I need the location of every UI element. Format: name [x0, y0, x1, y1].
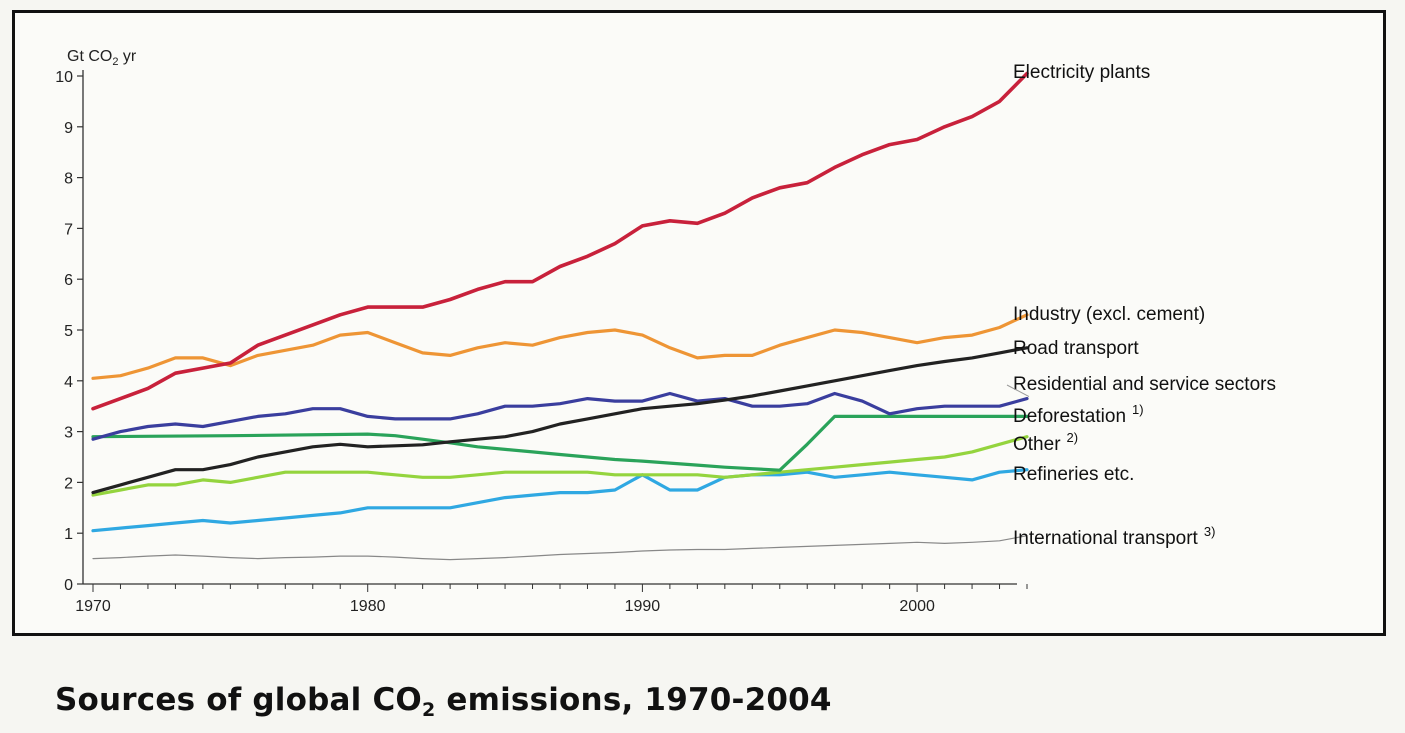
series-label-other: Other 2) — [1013, 430, 1078, 455]
y-tick-label: 8 — [64, 171, 73, 188]
caption-text: Sources of global CO — [55, 682, 422, 718]
series-lines — [91, 71, 1029, 561]
series-labels: Electricity plants Industry (excl. cement… — [1006, 62, 1276, 549]
y-tick-label: 0 — [64, 577, 73, 594]
x-tick-label: 1980 — [350, 598, 386, 615]
series-line-industry-excl-cement — [91, 313, 1029, 380]
slide-caption: Sources of global CO2 emissions, 1970-20… — [55, 682, 832, 721]
axes: 0 1 2 3 4 5 6 7 8 9 10 1970 1980 1990 2000 Gt CO2 yr — [55, 48, 1028, 615]
caption-text-end: emissions, 1970-2004 — [435, 682, 832, 718]
series-label-road-transport: Road transport — [1013, 338, 1139, 359]
series-line-road-transport — [91, 346, 1029, 495]
series-label-electricity-plants: Electricity plants — [1013, 62, 1150, 83]
series-label-industry-excl-cement: Industry (excl. cement) — [1013, 304, 1205, 325]
line-chart: 0 1 2 3 4 5 6 7 8 9 10 1970 1980 1990 2000 Gt CO2 yr El… — [55, 48, 1276, 615]
series-label-international-transport: International transport 3) — [1013, 524, 1215, 549]
series-line-international-transport — [92, 535, 1028, 561]
series-line-electricity-plants — [91, 71, 1029, 411]
x-tick-label: 2000 — [899, 598, 935, 615]
y-tick-label: 10 — [55, 69, 73, 86]
series-label-residential-and-service-sectors: Residential and service sectors — [1013, 374, 1276, 395]
series-line-refineries-etc — [91, 468, 1029, 533]
y-tick-label: 3 — [64, 425, 73, 442]
y-tick-label: 4 — [64, 374, 73, 391]
residential-leader-line — [1006, 384, 1030, 398]
y-tick-label: 2 — [64, 475, 73, 492]
y-tick-label: 7 — [64, 221, 73, 238]
y-tick-label: 5 — [64, 323, 73, 340]
series-label-refineries-etc: Refineries etc. — [1013, 464, 1134, 485]
y-tick-label: 1 — [64, 526, 73, 543]
y-tick-label: 6 — [64, 272, 73, 289]
series-line-deforestation — [91, 414, 1029, 472]
series-line-other — [91, 435, 1029, 497]
caption-subscript: 2 — [421, 699, 436, 721]
y-tick-label: 9 — [64, 120, 73, 137]
series-label-deforestation: Deforestation 1) — [1013, 402, 1144, 427]
chart-frame: 0 1 2 3 4 5 6 7 8 9 10 1970 1980 1990 2000 Gt CO2 yr El… — [12, 10, 1386, 636]
series-line-residential-and-service-sectors — [91, 391, 1029, 441]
y-axis-unit-label: Gt CO2 yr — [67, 48, 137, 68]
x-tick-label: 1970 — [75, 598, 111, 615]
x-tick-label: 1990 — [625, 598, 661, 615]
